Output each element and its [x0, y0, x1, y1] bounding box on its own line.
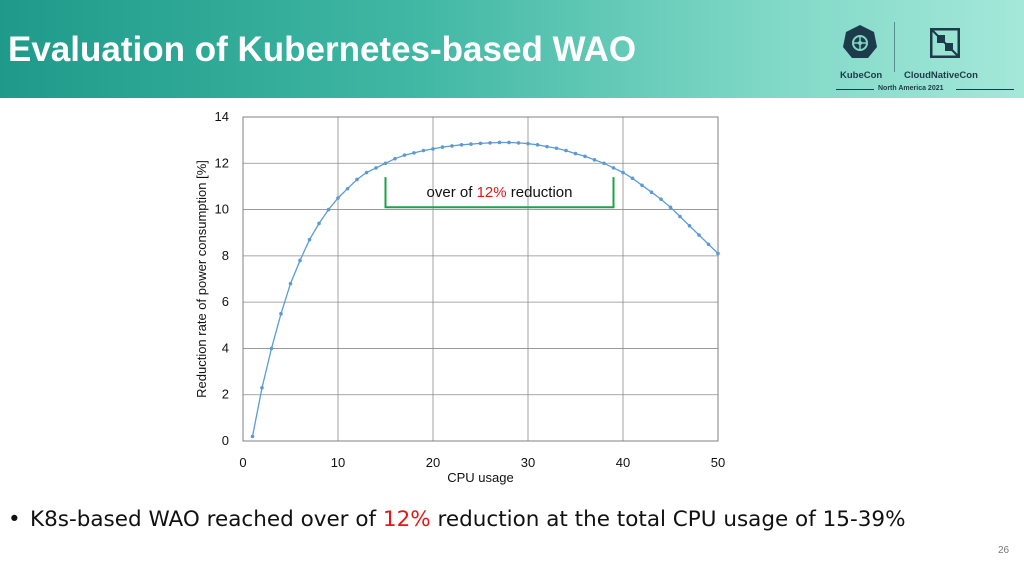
- bullet-text: K8s-based WAO reached over of 12% reduct…: [30, 505, 940, 535]
- page-number: 26: [998, 545, 1010, 556]
- data-point: [393, 156, 397, 161]
- data-point: [307, 237, 312, 242]
- data-point: [412, 151, 416, 155]
- y-tick-labels: 0 2 4 6 8 10 12 14: [215, 109, 229, 448]
- data-point: [469, 142, 473, 146]
- cncf-logo-icon: [930, 28, 960, 58]
- chart-grid: [242, 116, 719, 442]
- data-point: [545, 144, 549, 149]
- bullet-text-after: reduction at the total CPU usage of 15-3…: [430, 507, 906, 532]
- data-point: [364, 170, 369, 175]
- bullet-marker: •: [8, 507, 21, 532]
- data-point: [687, 223, 692, 228]
- y-tick-label: 14: [215, 109, 229, 124]
- annotation-bracket: [384, 177, 615, 209]
- title-banner: Evaluation of Kubernetes-based WAO KubeC…: [0, 0, 1024, 98]
- x-tick-labels: 0 10 20 30 40 50: [239, 455, 725, 470]
- data-point: [402, 153, 407, 157]
- data-point: [697, 233, 701, 237]
- x-tick-label: 30: [521, 455, 535, 470]
- data-point: [554, 146, 559, 151]
- data-point: [336, 196, 340, 200]
- data-point: [250, 434, 255, 439]
- data-point: [298, 258, 302, 263]
- bullet-highlight: 12%: [382, 507, 431, 532]
- y-axis-label: Reduction rate of power consumption [%]: [194, 160, 209, 398]
- series-line: [251, 141, 719, 437]
- data-point: [374, 166, 378, 170]
- data-point: [583, 154, 587, 159]
- data-point: [706, 242, 711, 247]
- event-label: North America 2021: [878, 85, 944, 92]
- x-axis-label: CPU usage: [447, 470, 513, 485]
- data-point: [649, 190, 654, 195]
- data-point: [459, 142, 464, 147]
- kubecon-label: KubeCon: [840, 70, 883, 81]
- data-point: [279, 311, 283, 316]
- data-point: [497, 140, 502, 145]
- data-point: [564, 148, 568, 153]
- data-point: [535, 142, 540, 147]
- data-point: [640, 183, 644, 188]
- x-tick-label: 40: [616, 455, 630, 470]
- x-tick-label: 10: [331, 455, 345, 470]
- logo-rule-left: [836, 89, 874, 90]
- data-point: [488, 141, 492, 145]
- kubecon-logo: KubeCon CloudNativeCon North America 202…: [826, 14, 1024, 98]
- data-point: [668, 205, 673, 210]
- logo-divider: [894, 22, 895, 72]
- data-point: [507, 140, 511, 145]
- y-tick-label: 4: [222, 340, 229, 355]
- data-point: [516, 141, 521, 145]
- annotation-text-after: reduction: [507, 184, 573, 201]
- slide-title: Evaluation of Kubernetes-based WAO: [8, 30, 637, 69]
- y-tick-label: 12: [215, 155, 229, 170]
- y-tick-label: 0: [222, 433, 229, 448]
- data-point: [383, 161, 388, 166]
- annotation-label: over of 12% reduction: [427, 184, 573, 201]
- cloudnativecon-label: CloudNativeCon: [904, 70, 978, 81]
- data-point: [611, 166, 616, 170]
- data-point: [440, 145, 445, 149]
- data-point: [592, 158, 597, 162]
- data-point: [630, 176, 635, 181]
- data-point: [716, 251, 720, 256]
- data-point: [269, 346, 274, 351]
- data-point: [602, 161, 606, 166]
- data-point: [421, 148, 426, 153]
- data-point: [431, 147, 435, 151]
- data-point: [326, 207, 331, 212]
- y-tick-label: 10: [215, 202, 229, 217]
- y-tick-label: 8: [222, 248, 229, 263]
- data-point: [355, 177, 359, 182]
- plot-frame: [242, 116, 719, 442]
- data-point: [573, 151, 578, 156]
- data-point: [260, 385, 264, 390]
- kubernetes-helm-icon: [843, 25, 877, 58]
- x-tick-label: 20: [426, 455, 440, 470]
- power-reduction-chart: 0 2 4 6 8 10 12 14 0 10 20 30 40 50 over of 12% redu…: [194, 109, 725, 485]
- data-point: [478, 141, 483, 146]
- x-tick-label: 0: [239, 455, 246, 470]
- y-tick-label: 2: [222, 387, 229, 402]
- data-point: [288, 281, 293, 286]
- data-point: [317, 221, 321, 226]
- logo-rule-right: [956, 89, 1014, 90]
- series-points: [250, 140, 720, 439]
- annotation-highlight: 12%: [477, 184, 507, 201]
- data-point: [526, 141, 530, 146]
- y-tick-label: 6: [222, 294, 229, 309]
- annotation-text-before: over of: [427, 184, 477, 201]
- data-point: [659, 197, 663, 201]
- x-tick-label: 50: [711, 455, 725, 470]
- data-point: [621, 170, 625, 175]
- data-point: [345, 186, 350, 191]
- data-point: [678, 214, 682, 219]
- data-point: [450, 144, 454, 148]
- bullet-text-before: K8s-based WAO reached over of: [30, 507, 383, 532]
